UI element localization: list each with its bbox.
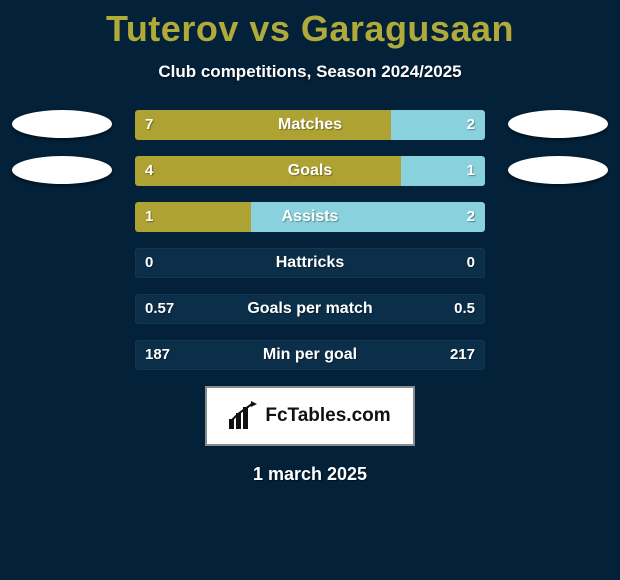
brand-chart-icon	[229, 401, 259, 431]
stat-label: Assists	[135, 202, 485, 232]
brand-logo: FcTables.com	[205, 386, 415, 446]
club-badge-right	[508, 156, 608, 184]
stat-row: 00Hattricks	[135, 248, 485, 278]
stat-label: Hattricks	[135, 248, 485, 278]
stat-rows: 72Matches 41Goals 12Assists 00Hattricks 0.57…	[135, 110, 485, 370]
date-label: 1 march 2025	[0, 464, 620, 485]
brand-text: FcTables.com	[265, 405, 390, 427]
comparison-chart: 72Matches 41Goals 12Assists 00Hattricks 0.57…	[0, 110, 620, 485]
stat-label: Goals per match	[135, 294, 485, 324]
stat-row: 187217Min per goal	[135, 340, 485, 370]
stat-label: Goals	[135, 156, 485, 186]
stat-label: Matches	[135, 110, 485, 140]
stat-row: 41Goals	[135, 156, 485, 186]
subtitle: Club competitions, Season 2024/2025	[0, 62, 620, 82]
stat-row: 72Matches	[135, 110, 485, 140]
club-badge-right	[508, 110, 608, 138]
club-badge-left	[12, 110, 112, 138]
stat-label: Min per goal	[135, 340, 485, 370]
club-badge-left	[12, 156, 112, 184]
page-title: Tuterov vs Garagusaan	[0, 0, 620, 50]
stat-row: 0.570.5Goals per match	[135, 294, 485, 324]
stat-row: 12Assists	[135, 202, 485, 232]
